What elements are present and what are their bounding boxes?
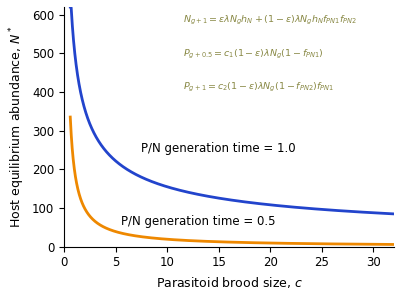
Text: P/N generation time = 0.5: P/N generation time = 0.5 bbox=[121, 215, 275, 228]
Y-axis label: Host equilibrium abundance, $N^*$: Host equilibrium abundance, $N^*$ bbox=[7, 26, 26, 228]
Text: $P_{g+1} = c_2(1-\varepsilon)\lambda N_g(1-f_{PN2})f_{PN1}$: $P_{g+1} = c_2(1-\varepsilon)\lambda N_g… bbox=[183, 81, 334, 94]
Text: P/N generation time = 1.0: P/N generation time = 1.0 bbox=[142, 142, 296, 155]
Text: $P_{g+0.5} = c_1(1-\varepsilon)\lambda N_g(1-f_{PN1})$: $P_{g+0.5} = c_1(1-\varepsilon)\lambda N… bbox=[183, 48, 324, 61]
Text: $N_{g+1} = \varepsilon\lambda N_g h_N + (1-\varepsilon)\lambda N_g h_N f_{PN1} f: $N_{g+1} = \varepsilon\lambda N_g h_N + … bbox=[183, 14, 357, 27]
X-axis label: Parasitoid brood size, $c$: Parasitoid brood size, $c$ bbox=[156, 275, 303, 290]
